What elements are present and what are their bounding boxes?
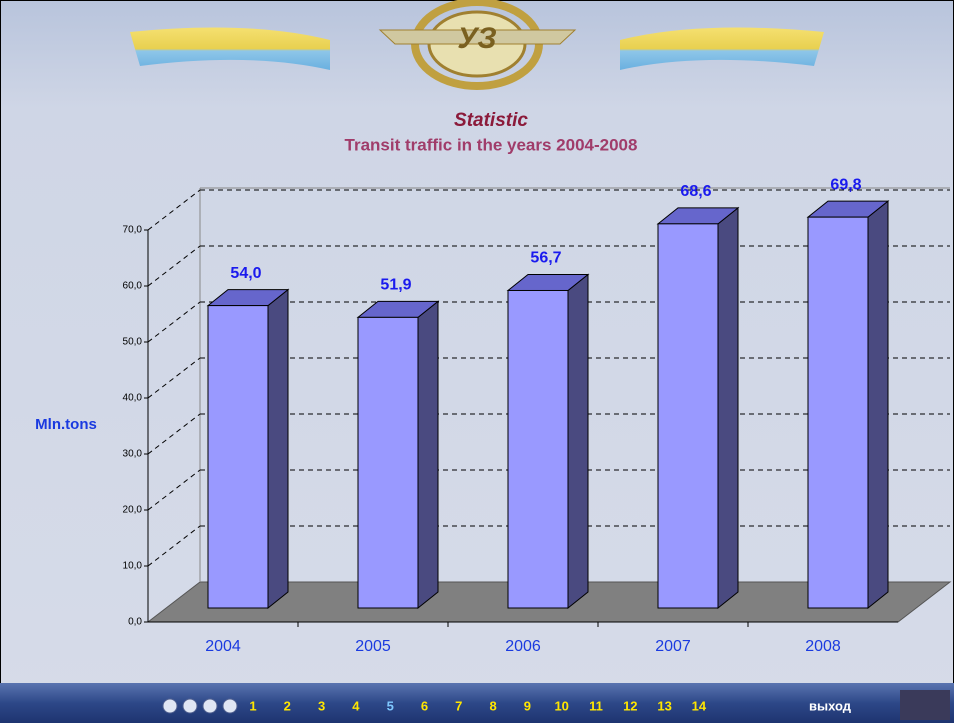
prev-button[interactable] (183, 699, 197, 713)
value-label: 69,8 (830, 176, 861, 193)
bar-front (208, 306, 268, 608)
svg-text:УЗ: УЗ (457, 22, 496, 55)
y-tick-label: 60,0 (123, 281, 143, 292)
page-link[interactable]: 13 (657, 698, 671, 713)
bar-front (808, 217, 868, 608)
bar-side (568, 274, 588, 608)
page-link[interactable]: 3 (318, 698, 325, 713)
bar-front (358, 317, 418, 608)
page-link[interactable]: 9 (524, 698, 531, 713)
page-link[interactable]: 8 (489, 698, 496, 713)
bar (208, 290, 288, 608)
page-link[interactable]: 7 (455, 698, 462, 713)
value-label: 56,7 (530, 250, 561, 267)
y-tick-label: 50,0 (123, 337, 143, 348)
bar-side (868, 201, 888, 608)
bar (508, 274, 588, 608)
page-link[interactable]: 11 (589, 698, 603, 713)
chart-title: Statistic (454, 110, 528, 131)
y-tick-label: 0,0 (128, 617, 142, 628)
page-link[interactable]: 14 (692, 698, 707, 713)
chart-subtitle: Transit traffic in the years 2004-2008 (345, 135, 638, 154)
page-link[interactable]: 2 (284, 698, 291, 713)
next-button[interactable] (203, 699, 217, 713)
bar-front (658, 224, 718, 608)
bar (358, 301, 438, 608)
x-tick-label: 2005 (355, 638, 391, 655)
page-link[interactable]: 1 (249, 698, 256, 713)
y-tick-label: 10,0 (123, 561, 143, 572)
value-label: 54,0 (230, 265, 261, 282)
y-tick-label: 30,0 (123, 449, 143, 460)
bar-front (508, 290, 568, 608)
y-tick-label: 70,0 (123, 225, 143, 236)
bar (658, 208, 738, 608)
value-label: 51,9 (380, 277, 411, 294)
bar (808, 201, 888, 608)
page-link[interactable]: 12 (623, 698, 637, 713)
bar-side (718, 208, 738, 608)
exit-link[interactable]: выход (809, 698, 852, 713)
bar-side (268, 290, 288, 608)
value-label: 68,6 (680, 183, 711, 200)
x-tick-label: 2004 (205, 638, 241, 655)
x-tick-label: 2008 (805, 638, 841, 655)
y-tick-label: 20,0 (123, 505, 143, 516)
slide: УЗ Statistic Transit traffic in the year… (0, 0, 954, 723)
page-link[interactable]: 10 (554, 698, 568, 713)
page-link[interactable]: 6 (421, 698, 428, 713)
x-tick-label: 2006 (505, 638, 541, 655)
logo-corner (900, 690, 950, 720)
bar-side (418, 301, 438, 608)
y-tick-label: 40,0 (123, 393, 143, 404)
page-link[interactable]: 5 (387, 698, 394, 713)
chart: УЗ Statistic Transit traffic in the year… (0, 0, 954, 723)
y-axis-label: Mln.tons (35, 416, 97, 433)
last-button[interactable] (223, 699, 237, 713)
page-link[interactable]: 4 (352, 698, 360, 713)
x-tick-label: 2007 (655, 638, 691, 655)
first-button[interactable] (163, 699, 177, 713)
